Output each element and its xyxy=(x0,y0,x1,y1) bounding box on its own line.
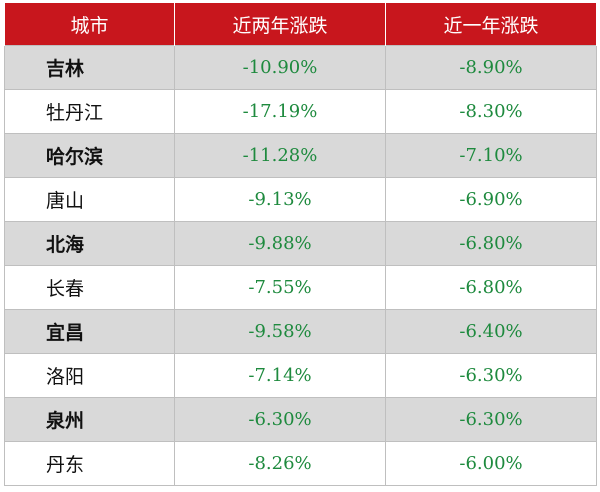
city-cell: 丹东 xyxy=(4,441,175,486)
table-row: 洛阳 -7.14% -6.30% xyxy=(4,353,597,398)
one-year-change-cell: -8.90% xyxy=(385,45,597,90)
two-year-change-cell: -7.55% xyxy=(174,265,386,310)
header-two-year-change: 近两年涨跌 xyxy=(174,3,386,46)
one-year-change-cell: -7.10% xyxy=(385,133,597,178)
city-cell: 洛阳 xyxy=(4,353,175,398)
header-one-year-change: 近一年涨跌 xyxy=(385,3,597,46)
one-year-change-cell: -6.80% xyxy=(385,265,597,310)
table-row: 吉林 -10.90% -8.90% xyxy=(4,45,597,90)
city-cell: 哈尔滨 xyxy=(4,133,175,178)
two-year-change-cell: -9.13% xyxy=(174,177,386,222)
table-row: 宜昌 -9.58% -6.40% xyxy=(4,309,597,354)
city-cell: 牡丹江 xyxy=(4,89,175,134)
one-year-change-cell: -6.30% xyxy=(385,353,597,398)
one-year-change-cell: -6.80% xyxy=(385,221,597,266)
header-city: 城市 xyxy=(4,3,175,46)
city-cell: 宜昌 xyxy=(4,309,175,354)
city-cell: 吉林 xyxy=(4,45,175,90)
city-cell: 泉州 xyxy=(4,397,175,442)
one-year-change-cell: -8.30% xyxy=(385,89,597,134)
table-row: 唐山 -9.13% -6.90% xyxy=(4,177,597,222)
city-cell: 长春 xyxy=(4,265,175,310)
city-cell: 唐山 xyxy=(4,177,175,222)
table-row: 哈尔滨 -11.28% -7.10% xyxy=(4,133,597,178)
one-year-change-cell: -6.00% xyxy=(385,441,597,486)
one-year-change-cell: -6.90% xyxy=(385,177,597,222)
city-cell: 北海 xyxy=(4,221,175,266)
table-header-row: 城市 近两年涨跌 近一年涨跌 xyxy=(4,3,597,46)
two-year-change-cell: -6.30% xyxy=(174,397,386,442)
two-year-change-cell: -9.58% xyxy=(174,309,386,354)
two-year-change-cell: -9.88% xyxy=(174,221,386,266)
two-year-change-cell: -8.26% xyxy=(174,441,386,486)
city-price-change-table: 城市 近两年涨跌 近一年涨跌 吉林 -10.90% -8.90% 牡丹江 -17… xyxy=(4,3,597,486)
table-row: 丹东 -8.26% -6.00% xyxy=(4,441,597,486)
two-year-change-cell: -7.14% xyxy=(174,353,386,398)
data-table-container: 城市 近两年涨跌 近一年涨跌 吉林 -10.90% -8.90% 牡丹江 -17… xyxy=(4,3,597,486)
two-year-change-cell: -17.19% xyxy=(174,89,386,134)
two-year-change-cell: -10.90% xyxy=(174,45,386,90)
table-row: 北海 -9.88% -6.80% xyxy=(4,221,597,266)
table-row: 长春 -7.55% -6.80% xyxy=(4,265,597,310)
table-row: 牡丹江 -17.19% -8.30% xyxy=(4,89,597,134)
two-year-change-cell: -11.28% xyxy=(174,133,386,178)
one-year-change-cell: -6.40% xyxy=(385,309,597,354)
table-row: 泉州 -6.30% -6.30% xyxy=(4,397,597,442)
one-year-change-cell: -6.30% xyxy=(385,397,597,442)
